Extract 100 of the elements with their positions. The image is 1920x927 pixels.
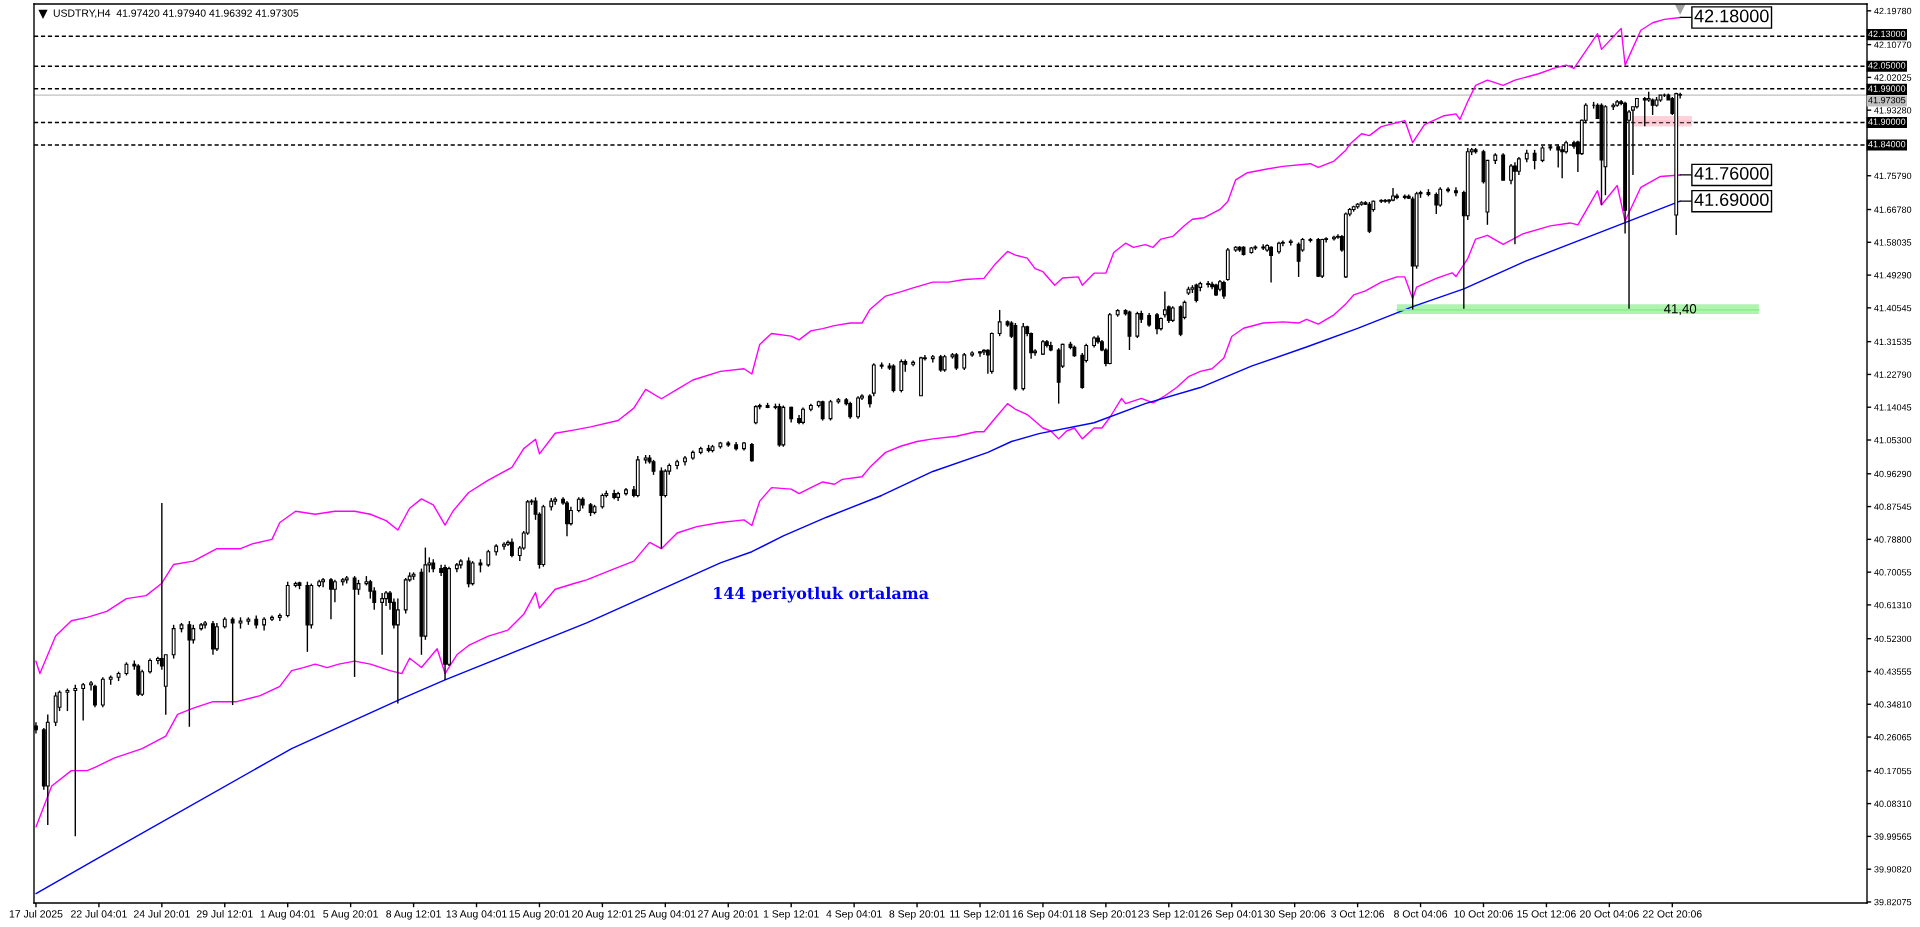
y-tick-label: 41.22790 bbox=[1874, 371, 1912, 378]
chart-title: USDTRY,H4 41.97420 41.97940 41.96392 41.97305 bbox=[53, 9, 299, 19]
ref-line-label: 41.97305 bbox=[1868, 96, 1906, 104]
y-tick-label: 40.34810 bbox=[1874, 701, 1912, 708]
x-tick-label: 15 Aug 20:01 bbox=[509, 910, 570, 920]
candlestick bbox=[1155, 312, 1159, 335]
candlestick bbox=[73, 684, 78, 837]
ref-line-label: 41.84000 bbox=[1868, 140, 1906, 148]
candlestick bbox=[352, 575, 357, 678]
x-tick-label: 18 Sep 20:01 bbox=[1075, 910, 1137, 920]
x-tick-label: 11 Sep 12:01 bbox=[950, 910, 1011, 920]
x-tick-label: 29 Jul 12:01 bbox=[196, 909, 253, 918]
candlestick bbox=[93, 684, 97, 708]
candlestick bbox=[368, 579, 373, 600]
y-tick-label: 40.78800 bbox=[1874, 536, 1912, 543]
x-tick-label: 22 Jul 04:01 bbox=[71, 909, 127, 918]
y-tick-label: 39.99565 bbox=[1874, 833, 1912, 840]
x-tick-label: 17 Jul 2025 bbox=[9, 909, 63, 918]
candlestick bbox=[568, 506, 573, 527]
x-tick-label: 20 Oct 04:06 bbox=[1580, 910, 1639, 918]
candlestick bbox=[329, 577, 333, 620]
y-tick-label: 41.05300 bbox=[1874, 436, 1912, 444]
candlestick bbox=[1513, 161, 1517, 246]
candlestick bbox=[470, 560, 475, 587]
candlestick bbox=[565, 500, 569, 538]
candlestick bbox=[140, 669, 145, 697]
y-tick-label: 40.96290 bbox=[1874, 470, 1912, 478]
x-tick-label: 24 Jul 20:01 bbox=[133, 909, 190, 918]
candlestick bbox=[856, 395, 860, 420]
x-tick-label: 27 Aug 20:01 bbox=[698, 910, 759, 920]
candlestick bbox=[1269, 245, 1274, 284]
data-label: 41,40 bbox=[1663, 304, 1697, 316]
y-tick-label: 40.26065 bbox=[1874, 734, 1912, 741]
y-tick-label: 41.49290 bbox=[1874, 272, 1912, 279]
x-tick-label: 5 Aug 20:01 bbox=[323, 910, 378, 920]
candlestick bbox=[81, 682, 86, 722]
x-tick-label: 10 Oct 20:06 bbox=[1454, 910, 1513, 918]
y-tick-label: 40.17055 bbox=[1874, 767, 1912, 775]
y-tick-label: 41.14045 bbox=[1874, 404, 1912, 411]
x-tick-label: 4 Sep 04:01 bbox=[826, 910, 882, 920]
y-tick-label: 41.93280 bbox=[1874, 107, 1912, 114]
y-tick-label: 41.66780 bbox=[1874, 206, 1912, 213]
y-tick-label: 42.19780 bbox=[1874, 7, 1912, 15]
x-tick-label: 3 Oct 12:06 bbox=[1331, 910, 1385, 918]
candlestick bbox=[395, 597, 400, 705]
candlestick bbox=[1434, 191, 1439, 215]
candlestick bbox=[187, 620, 192, 728]
x-tick-label: 25 Aug 04:01 bbox=[635, 910, 696, 920]
candlestick bbox=[203, 620, 208, 630]
x-tick-label: 26 Sep 04:01 bbox=[1201, 910, 1263, 920]
y-tick-label: 41.75790 bbox=[1874, 172, 1912, 180]
y-tick-label: 41.31535 bbox=[1874, 338, 1912, 346]
x-tick-label: 15 Oct 12:06 bbox=[1517, 910, 1576, 918]
x-tick-label: 13 Aug 04:01 bbox=[446, 910, 507, 920]
y-tick-label: 41.40545 bbox=[1874, 304, 1912, 312]
x-tick-label: 1 Aug 04:01 bbox=[260, 910, 316, 920]
y-tick-label: 41.58035 bbox=[1874, 239, 1912, 246]
candlestick bbox=[214, 622, 219, 652]
y-tick-label: 42.10770 bbox=[1874, 41, 1912, 48]
x-tick-label: 30 Sep 20:06 bbox=[1264, 910, 1326, 920]
y-tick-label: 40.52300 bbox=[1874, 635, 1912, 643]
candlestick bbox=[749, 442, 754, 463]
y-tick-label: 40.61310 bbox=[1874, 601, 1912, 609]
x-tick-label: 8 Aug 12:01 bbox=[386, 910, 441, 920]
candlestick bbox=[502, 541, 506, 551]
candlestick bbox=[1162, 290, 1167, 319]
candlestick bbox=[1454, 186, 1458, 198]
x-tick-label: 8 Sep 20:01 bbox=[889, 910, 945, 920]
ref-line-label: 41.90000 bbox=[1868, 118, 1906, 125]
candlestick bbox=[1532, 149, 1537, 171]
candlestick bbox=[321, 577, 326, 589]
y-tick-label: 42.02025 bbox=[1874, 74, 1912, 81]
y-tick-label: 40.43555 bbox=[1874, 668, 1912, 675]
x-tick-label: 1 Sep 12:01 bbox=[763, 910, 819, 920]
candlestick bbox=[1296, 241, 1301, 278]
candlestick bbox=[230, 616, 235, 706]
y-tick-label: 40.70055 bbox=[1874, 569, 1912, 576]
series-label: 144 periyotluk ortalama bbox=[714, 586, 929, 603]
x-tick-label: 23 Sep 12:01 bbox=[1138, 910, 1200, 920]
x-tick-label: 22 Oct 20:06 bbox=[1643, 910, 1702, 918]
y-tick-label: 39.82075 bbox=[1874, 898, 1912, 906]
ref-line-label: 41.99000 bbox=[1868, 85, 1906, 92]
ref-line-label: 42.13000 bbox=[1868, 30, 1906, 38]
ref-line-label: 42.05000 bbox=[1868, 62, 1906, 69]
candlestick bbox=[753, 404, 758, 425]
x-tick-label: 20 Aug 12:01 bbox=[572, 910, 633, 920]
candlestick bbox=[466, 556, 471, 589]
data-label: 41.69000 bbox=[1694, 193, 1769, 207]
candlestick bbox=[828, 399, 833, 422]
data-label: 41.76000 bbox=[1694, 167, 1769, 180]
candlestick bbox=[191, 624, 196, 645]
x-tick-label: 8 Oct 04:06 bbox=[1394, 910, 1448, 918]
candlestick bbox=[1127, 309, 1132, 351]
data-label: 42.18000 bbox=[1694, 9, 1769, 23]
candlestick bbox=[332, 579, 337, 604]
candlestick bbox=[553, 496, 558, 506]
y-tick-label: 40.87545 bbox=[1874, 503, 1912, 510]
x-tick-label: 16 Sep 04:01 bbox=[1012, 910, 1074, 920]
y-tick-label: 39.90820 bbox=[1874, 866, 1912, 873]
candlestick bbox=[997, 309, 1002, 337]
